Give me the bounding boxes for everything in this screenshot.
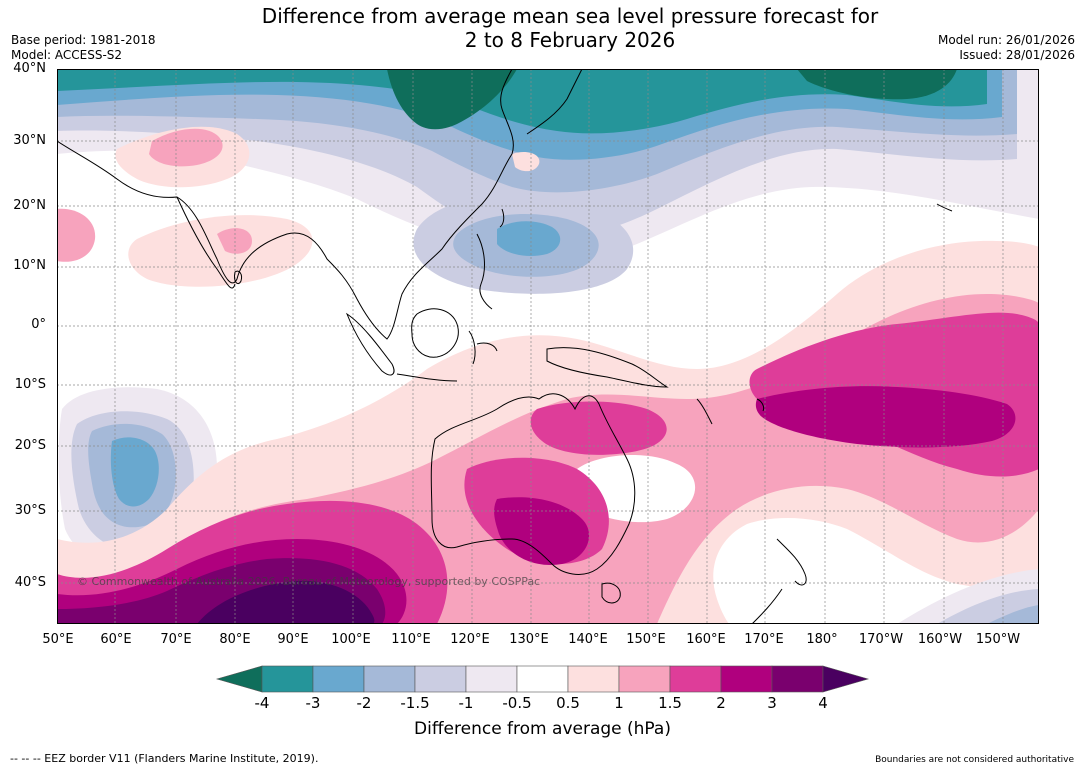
lon-label: 150°E [626, 632, 666, 647]
lon-label: 170°E [744, 632, 784, 647]
sulawesi [468, 330, 498, 365]
colorbar-tick-label: 3 [767, 694, 777, 712]
base-period: Base period: 1981-2018 [11, 33, 156, 47]
colorbar-title: Difference from average (hPa) [414, 719, 671, 739]
lon-label: 80°E [219, 632, 251, 647]
lat-label-20s: 20°S [14, 438, 46, 453]
lon-label: 110°E [391, 632, 431, 647]
tasmania [601, 582, 621, 604]
colorbar-max-arrow [822, 665, 870, 693]
map-title: Difference from average mean sea level p… [0, 4, 1085, 52]
meta-right: Model run: 26/01/2026 Issued: 28/01/2026 [938, 33, 1075, 63]
colorbar-swatch [261, 665, 314, 693]
sri-lanka [234, 270, 242, 285]
india-coastline [176, 196, 236, 289]
colorbar-tick-label: 1.5 [658, 694, 682, 712]
java [396, 373, 458, 382]
lat-label-40n: 40°N [13, 61, 46, 76]
lon-label: 90°E [277, 632, 309, 647]
lon-label: 130°E [509, 632, 549, 647]
philippines [476, 233, 493, 310]
graticule [57, 69, 1039, 624]
lat-label-30s: 30°S [14, 503, 46, 518]
map-frame [57, 69, 1039, 624]
colorbar-tick-label: -3 [305, 694, 321, 712]
positive-anomaly-south [57, 240, 1039, 624]
lon-label: 70°E [160, 632, 192, 647]
colorbar-tick-label: -4 [254, 694, 270, 712]
colorbar-swatch [567, 665, 620, 693]
colorbar-tick-label: -1.5 [400, 694, 430, 712]
new-zealand [751, 538, 807, 624]
positive-anomaly-asia [57, 126, 540, 287]
borneo [411, 308, 459, 358]
pacific-islands [696, 203, 953, 425]
model-run: Model run: 26/01/2026 [937, 33, 1075, 47]
lon-label: 60°E [100, 632, 132, 647]
colorbar-tick-label: -2 [356, 694, 372, 712]
japan [526, 69, 583, 135]
colorbar-tick-label: 2 [716, 694, 726, 712]
lat-label-0: 0° [31, 317, 46, 332]
title-line-2: 2 to 8 February 2026 [464, 28, 676, 52]
lon-label: 170°W [858, 632, 904, 647]
colorbar-swatch [516, 665, 569, 693]
pressure-anomaly-map [57, 69, 1039, 624]
lon-label: 140°E [568, 632, 608, 647]
colorbar [215, 665, 870, 693]
coastlines [57, 69, 953, 624]
lon-label: 150°W [975, 632, 1021, 647]
model-name: Model: ACCESS-S2 [11, 48, 123, 62]
title-line-1: Difference from average mean sea level p… [261, 4, 879, 28]
colorbar-swatch [669, 665, 722, 693]
issued-date: Issued: 28/01/2026 [959, 48, 1075, 62]
eez-border-legend: -- -- -- EEZ border V11 (Flanders Marine… [10, 752, 319, 765]
meta-left: Base period: 1981-2018 Model: ACCESS-S2 [11, 33, 156, 63]
boundaries-disclaimer: Boundaries are not considered authoritat… [875, 755, 1074, 765]
colorbar-tick-label: 0.5 [556, 694, 580, 712]
colorbar-tick-label: 4 [818, 694, 828, 712]
lon-label: 120°E [450, 632, 490, 647]
colorbar-swatch [618, 665, 671, 693]
lat-label-30n: 30°N [13, 133, 46, 148]
lat-label-10s: 10°S [14, 377, 46, 392]
new-guinea [546, 347, 669, 388]
colorbar-min-arrow [215, 665, 263, 693]
colorbar-tick-label: -1 [458, 694, 474, 712]
colorbar-swatch [771, 665, 824, 693]
australia-coastline [430, 393, 636, 575]
lat-label-20n: 20°N [13, 198, 46, 213]
lat-label-10n: 10°N [13, 258, 46, 273]
sumatra [345, 312, 395, 376]
lon-label: 160°E [686, 632, 726, 647]
asia-coastline [57, 69, 514, 340]
lon-label: 50°E [42, 632, 74, 647]
lon-label: 100°E [331, 632, 371, 647]
colorbar-swatch [720, 665, 773, 693]
colorbar-tick-label: -0.5 [502, 694, 532, 712]
colorbar-tick-label: 1 [614, 694, 624, 712]
colorbar-swatch [414, 665, 467, 693]
lon-label: 160°W [917, 632, 963, 647]
copyright-watermark: © Commonwealth of Australia 2026, Bureau… [77, 575, 541, 588]
colorbar-swatch [465, 665, 518, 693]
lon-label: 180° [806, 632, 838, 647]
negative-anomaly-north [57, 69, 1039, 294]
colorbar-swatch [312, 665, 365, 693]
lat-label-40s: 40°S [14, 575, 46, 590]
taiwan [499, 208, 505, 228]
colorbar-swatch [363, 665, 416, 693]
